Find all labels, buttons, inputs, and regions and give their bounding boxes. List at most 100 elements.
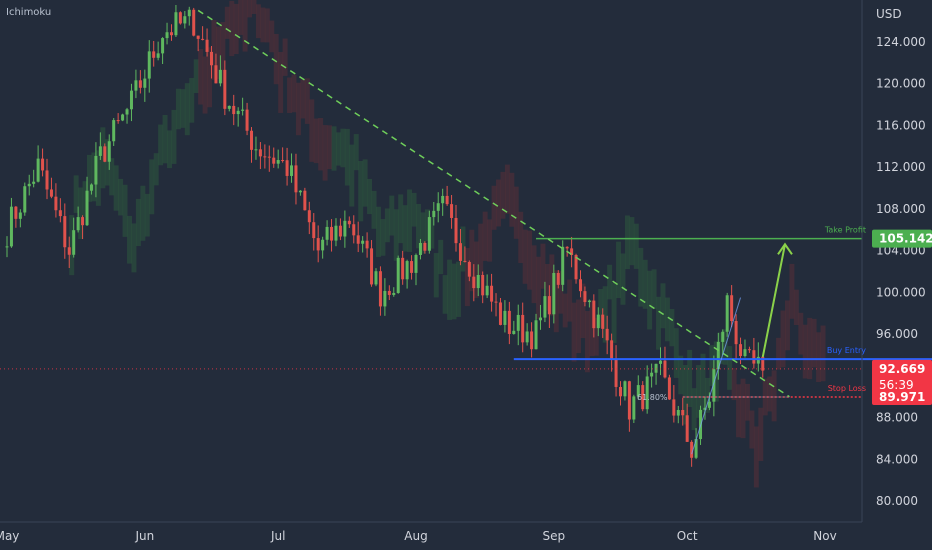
candle-body: [232, 105, 236, 115]
cloud-segment: [531, 245, 537, 304]
candle-body: [747, 349, 751, 351]
cloud-segment: [233, 3, 239, 55]
cloud-segment: [602, 286, 608, 343]
candle-body: [739, 344, 743, 357]
cloud-segment: [447, 259, 453, 320]
candle-body: [236, 110, 240, 115]
candle-body: [41, 158, 45, 171]
candle-body: [169, 32, 173, 36]
cloud-segment: [300, 79, 306, 119]
time-tick-label: Sep: [543, 529, 566, 543]
time-tick-label: Oct: [677, 529, 698, 543]
cloud-segment: [456, 261, 461, 317]
target-arrow-head: [777, 242, 793, 255]
price-tick-label: 96.000: [876, 327, 918, 341]
cloud-segment: [193, 59, 199, 93]
candle-body: [516, 314, 520, 331]
cloud-segment: [504, 164, 510, 214]
cloud-segment: [509, 172, 515, 227]
candle-body: [721, 331, 725, 342]
candle-body: [165, 32, 169, 39]
price-axis[interactable]: 124.000120.000116.000112.000108.000104.0…: [876, 35, 926, 508]
candle-body: [472, 276, 476, 289]
candle-body: [294, 165, 298, 193]
candle-body: [498, 302, 502, 325]
candle-body: [578, 279, 582, 292]
candle-body: [245, 109, 249, 131]
cloud-segment: [122, 184, 128, 237]
cloud-segment: [95, 150, 101, 206]
cloud-segment: [340, 128, 346, 168]
cloud-segment: [335, 132, 341, 166]
price-tick-label: 112.000: [876, 160, 926, 174]
cloud-segment: [380, 219, 386, 256]
cloud-segment: [522, 229, 528, 284]
candle-body: [632, 396, 636, 420]
cloud-segment: [709, 345, 715, 387]
candle-body: [414, 254, 418, 273]
cloud-segment: [442, 275, 448, 314]
cloud-segment: [664, 297, 670, 342]
candle-body: [467, 261, 471, 277]
cloud-segment: [460, 226, 466, 272]
cloud-segment: [402, 205, 408, 252]
cloud-segment: [429, 217, 435, 249]
candle-body: [121, 114, 125, 121]
take-profit-value: 105.142: [879, 232, 932, 246]
candle-body: [619, 386, 622, 397]
price-tick-label: 84.000: [876, 452, 918, 466]
cloud-segment: [78, 187, 84, 240]
candle-body: [396, 257, 400, 293]
cloud-segment: [407, 189, 413, 252]
cloud-segment: [820, 325, 826, 382]
cloud-segment: [375, 206, 381, 257]
currency-label: USD: [876, 7, 902, 21]
candle-body: [334, 225, 338, 241]
cloud-segment: [189, 77, 195, 123]
candle-body: [690, 441, 694, 458]
take-profit-label: Take Profit: [824, 226, 866, 235]
candle-body: [321, 239, 325, 251]
candle-body: [361, 240, 365, 244]
cloud-segment: [278, 52, 284, 113]
cloud-segment: [113, 165, 119, 211]
time-axis[interactable]: May Jun Jul Aug Sep Oct Nov: [0, 529, 837, 543]
candle-body: [365, 240, 369, 249]
cloud-segment: [69, 215, 75, 276]
candle-body: [716, 341, 720, 370]
cloud-segment: [473, 241, 479, 298]
cloud-segment: [553, 270, 559, 333]
candle-body: [298, 190, 302, 193]
candle-body: [347, 220, 351, 225]
candle-body: [650, 372, 654, 377]
candle-body: [454, 217, 458, 244]
cloud-segment: [633, 223, 639, 269]
stop-loss-label: Stop Loss: [828, 384, 866, 393]
ichimoku-cloud: [69, 0, 826, 488]
candle-body: [338, 225, 342, 237]
cloud-segment: [682, 364, 688, 425]
cloud-segment: [318, 117, 324, 171]
cloud-segment: [580, 283, 586, 339]
cloud-segment: [704, 377, 710, 413]
cloud-segment: [175, 88, 181, 130]
cloud-segment: [638, 247, 644, 307]
price-tick-label: 80.000: [876, 494, 918, 508]
buy-entry-label: Buy Entry: [827, 346, 866, 355]
candle-body: [703, 407, 707, 410]
price-tick-label: 100.000: [876, 285, 926, 299]
cloud-segment: [744, 383, 750, 421]
cloud-segment: [282, 38, 288, 76]
candle-body: [405, 261, 409, 280]
candle-body: [623, 381, 627, 397]
candle-body: [112, 120, 116, 142]
candle-body: [534, 320, 538, 350]
cloud-segment: [673, 328, 679, 378]
candle-body: [54, 196, 58, 211]
candle-body: [481, 274, 485, 296]
cloud-segment: [131, 223, 137, 273]
cloud-segment: [562, 293, 568, 328]
cloud-segment: [687, 349, 693, 407]
cloud-segment: [358, 160, 364, 222]
